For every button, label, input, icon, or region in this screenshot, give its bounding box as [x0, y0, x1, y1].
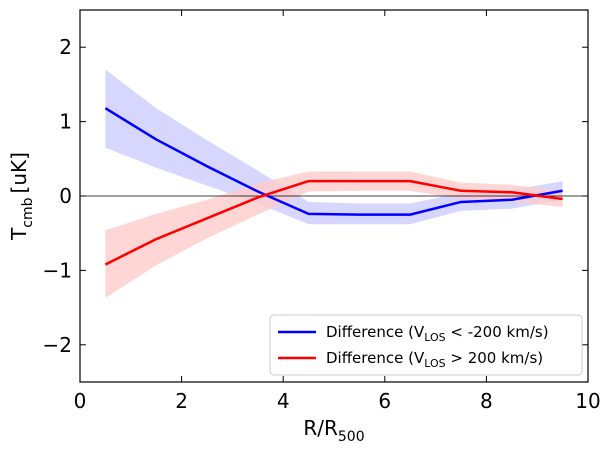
legend-label-1: Difference (VLOS < -200 km/s): [326, 323, 549, 344]
series-line-2: [104, 179, 563, 266]
y-tick-label: −1: [43, 258, 72, 282]
confidence-bands: [105, 69, 563, 298]
x-tick-label: 6: [378, 389, 391, 413]
y-tick-label: 1: [59, 110, 72, 134]
series-line-1: [104, 107, 563, 216]
confidence-band-2: [105, 171, 563, 298]
tick-labels: 0 2 4 6 8 10 −2 −1 0 1 2: [43, 35, 601, 413]
y-tick-label: −2: [43, 333, 72, 357]
y-axis-label: Tcmb[uK]: [7, 152, 36, 241]
legend: Difference (VLOS < -200 km/s) Difference …: [269, 314, 583, 376]
y-tick-label: 2: [59, 35, 72, 59]
y-tick-label: 0: [59, 184, 72, 208]
x-tick-label: 8: [480, 389, 493, 413]
legend-label-2: Difference (VLOS > 200 km/s): [326, 349, 543, 370]
series-lines: [104, 107, 563, 266]
plot-frame: [79, 9, 589, 383]
x-tick-label: 4: [277, 389, 290, 413]
x-tick-label: 10: [575, 389, 600, 413]
x-tick-label: 0: [74, 389, 87, 413]
confidence-band-1: [105, 69, 563, 225]
legend-box: [269, 314, 583, 376]
x-axis-label: R/R500: [303, 416, 364, 445]
x-tick-label: 2: [175, 389, 188, 413]
